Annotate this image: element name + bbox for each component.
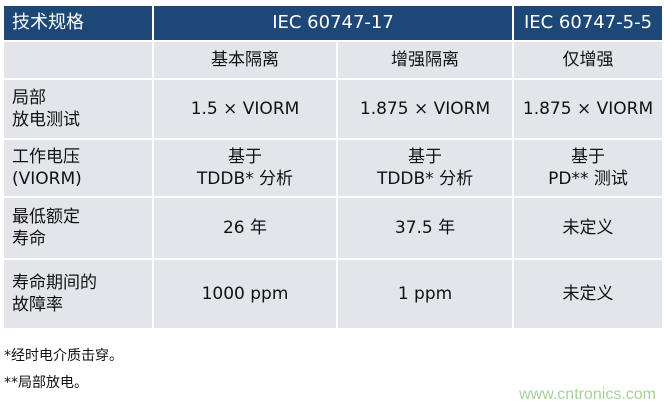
cell-line: TDDB* 分析 [376,169,474,189]
cell: 37.5 年 [335,196,515,260]
cell-line: PD** 测试 [548,169,628,189]
subheader-cell [2,40,154,80]
subheader-cell: 基本隔离 [152,40,338,80]
cell: 未定义 [512,196,664,260]
header-row: 技术规格 IEC 60747-17 IEC 60747-5-5 [2,4,664,42]
row-label: 寿命期间的 故障率 [2,258,154,330]
header-iec-60747-5-5: IEC 60747-5-5 [512,4,664,42]
row-label-line: 寿命期间的 [12,273,97,293]
cell: 1.875 × VIORM [512,78,664,140]
watermark: www.cntronics.com [519,386,656,403]
header-iec-60747-17: IEC 60747-17 [151,4,515,42]
cell-line: 基于 [228,147,262,167]
table-row: 工作电压 (VIORM) 基于 TDDB* 分析 基于 TDDB* 分析 基于 PD**… [2,138,664,198]
row-label-line: 工作电压 [12,147,80,167]
cell: 1 ppm [335,258,515,330]
footnote-pd: **局部放电。 [4,375,88,391]
cell: 26 年 [152,196,338,260]
row-label: 局部 放电测试 [2,78,154,140]
row-label-line: 放电测试 [12,110,80,130]
cell: 1.5 × VIORM [152,78,338,140]
cell-line: 基于 [571,147,606,167]
cell: 基于 TDDB* 分析 [152,138,338,198]
header-spec: 技术规格 [2,4,154,42]
footnote-tddb: *经时电介质击穿。 [4,348,123,364]
cell: 1000 ppm [152,258,338,330]
row-label: 最低额定 寿命 [2,196,154,260]
row-label-line: 故障率 [12,295,63,315]
cell: 未定义 [512,258,664,330]
table-row: 局部 放电测试 1.5 × VIORM 1.875 × VIORM 1.875 ×… [2,78,664,140]
row-label-line: (VIORM) [12,169,82,189]
row-label: 工作电压 (VIORM) [2,138,154,198]
spec-table: 技术规格 IEC 60747-17 IEC 60747-5-5 基本隔离 增强隔… [2,4,664,330]
table-row: 最低额定 寿命 26 年 37.5 年 未定义 [2,196,664,260]
subheader-cell: 增强隔离 [335,40,515,80]
cell: 基于 PD** 测试 [512,138,664,198]
cell: 基于 TDDB* 分析 [335,138,515,198]
subheader-cell: 仅增强 [512,40,664,80]
row-label-line: 寿命 [12,229,46,249]
cell-line: 基于 [408,147,442,167]
subheader-row: 基本隔离 增强隔离 仅增强 [2,40,664,80]
table-row: 寿命期间的 故障率 1000 ppm 1 ppm 未定义 [2,258,664,330]
cell-line: TDDB* 分析 [196,169,294,189]
row-label-line: 局部 [12,88,46,108]
cell: 1.875 × VIORM [335,78,515,140]
row-label-line: 最低额定 [12,207,80,227]
